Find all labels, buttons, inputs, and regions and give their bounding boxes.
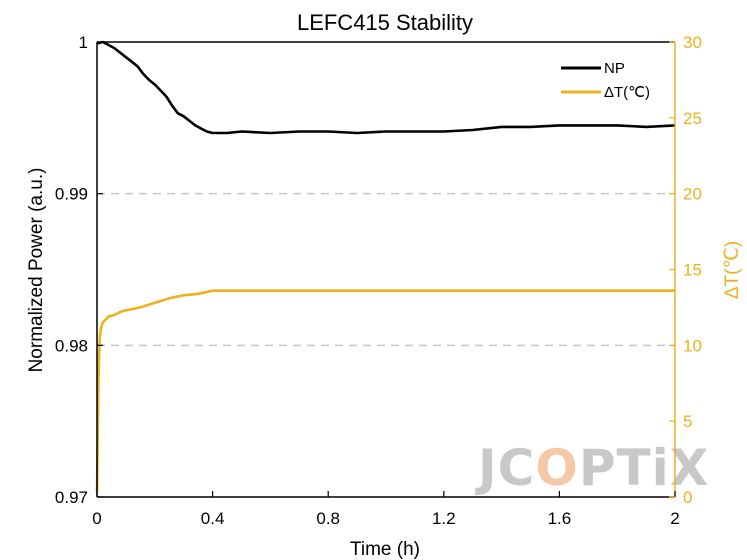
x-tick-label: 0.4 bbox=[201, 509, 225, 528]
y-right-tick-label: 15 bbox=[683, 261, 702, 280]
y-left-tick-label: 0.98 bbox=[55, 336, 88, 355]
watermark-part-2: O bbox=[535, 439, 579, 497]
watermark-part-1: JC bbox=[475, 439, 535, 497]
chart-title: LEFC415 Stability bbox=[297, 10, 473, 35]
y-right-tick-label: 5 bbox=[683, 412, 692, 431]
axes bbox=[96, 41, 676, 498]
series-line-np bbox=[96, 40, 676, 135]
svg-text:JCOPTiX: JCOPTiX bbox=[475, 439, 709, 497]
grid-lines bbox=[97, 192, 675, 347]
y-left-tick-label: 0.97 bbox=[55, 488, 88, 507]
x-tick-label: 0.8 bbox=[316, 509, 340, 528]
legend-label-1: ΔT(℃) bbox=[604, 84, 650, 101]
series-line-delta-t bbox=[95, 289, 675, 493]
watermark-part-3: PTiX bbox=[579, 439, 709, 497]
y-right-tick-label: 0 bbox=[683, 488, 692, 507]
y-right-tick-label: 10 bbox=[683, 336, 702, 355]
series-layer bbox=[95, 40, 676, 493]
x-tick-label: 2 bbox=[670, 509, 679, 528]
x-axis-label: Time (h) bbox=[350, 539, 420, 560]
x-tick-label: 1.2 bbox=[432, 509, 456, 528]
y-right-tick-label: 25 bbox=[683, 109, 702, 128]
y-right-tick-label: 20 bbox=[683, 185, 702, 204]
x-tick-label: 1.6 bbox=[548, 509, 572, 528]
watermark-logo: JCOPTiX bbox=[475, 439, 709, 497]
y-left-tick-label: 0.99 bbox=[55, 185, 88, 204]
x-tick-label: 0 bbox=[92, 509, 101, 528]
legend-label-0: NP bbox=[604, 60, 625, 77]
y-axis-left-label: Normalized Power (a.u.) bbox=[26, 168, 47, 373]
y-axis-right-label: ΔT(℃) bbox=[722, 241, 743, 299]
y-right-tick-label: 30 bbox=[683, 33, 702, 52]
legend: NP ΔT(℃) bbox=[561, 60, 650, 101]
y-left-tick-label: 1 bbox=[79, 33, 88, 52]
